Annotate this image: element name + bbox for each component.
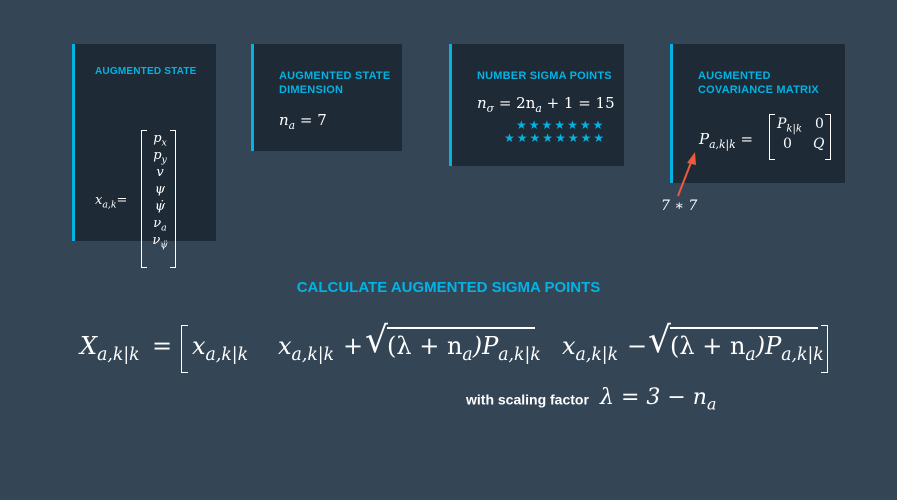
star-icon: ★: [592, 118, 604, 132]
sqrt-2-bar: [670, 327, 818, 329]
formula-left-bracket: [181, 325, 188, 373]
covariance-matrix: Pk|k 0 0 Q: [769, 114, 831, 160]
augmented-covariance-title: AUGMENTED COVARIANCE MATRIX: [698, 70, 819, 96]
vector-left-bracket: [141, 130, 147, 268]
augmented-covariance-card: AUGMENTED COVARIANCE MATRIX Pa,k|k = Pk|…: [670, 44, 845, 183]
covariance-lhs: Pa,k|k =: [699, 130, 754, 151]
state-vector-item: νa: [153, 216, 167, 234]
matrix-cell: 0: [815, 116, 824, 132]
star-icon: ★: [580, 131, 592, 145]
sigma-points-card: NUMBER SIGMA POINTS nσ = 2na + 1 = 15 ★ ★…: [449, 44, 624, 166]
state-vector-item: ψ: [154, 182, 166, 197]
augmented-dimension-card: AUGMENTED STATE DIMENSION na = 7: [251, 44, 402, 151]
formula-right-bracket: [821, 325, 828, 373]
scaling-factor: with scaling factor λ = 3 − na: [466, 385, 716, 414]
sigma-points-title: NUMBER SIGMA POINTS: [477, 70, 612, 82]
state-vector-label: xa,k=: [95, 193, 128, 211]
star-icon: ★: [593, 131, 605, 145]
state-vector-item: px: [153, 131, 167, 149]
annotation-text: 7 ∗ 7: [661, 198, 698, 214]
star-icon: ★: [555, 131, 566, 145]
sqrt-1-bar: [387, 327, 535, 329]
star-icon: ★: [516, 118, 527, 132]
sqrt-1-icon: √: [365, 320, 388, 361]
formula-equals: =: [152, 332, 173, 360]
star-icon: ★: [554, 118, 566, 132]
state-vector-item: νψ̈: [152, 233, 168, 251]
augmented-state-title: AUGMENTED STATE: [95, 66, 197, 77]
matrix-cell: Pk|k: [777, 116, 803, 135]
formula-minus: −: [627, 332, 648, 360]
state-vector-item: ψ̇: [154, 199, 166, 214]
matrix-cell: Q: [813, 136, 825, 152]
star-icon: ★: [528, 118, 540, 132]
formula-lhs: Xa,k|k: [80, 332, 140, 366]
state-vector-item: py: [153, 148, 167, 166]
sigma-points-stars: ★ ★ ★ ★ ★ ★ ★ ★ ★ ★ ★ ★ ★ ★ ★: [504, 119, 614, 145]
section-heading: CALCULATE AUGMENTED SIGMA POINTS: [296, 279, 601, 296]
scaling-label: with scaling factor: [466, 391, 589, 408]
star-icon: ★: [579, 118, 591, 132]
formula-term-3: xa,k|k: [562, 332, 619, 366]
matrix-cell: 0: [783, 136, 792, 152]
sqrt-2-icon: √: [648, 320, 671, 361]
star-icon: ★: [504, 131, 515, 145]
star-icon: ★: [567, 118, 578, 132]
sigma-points-equation: nσ = 2na + 1 = 15: [477, 94, 615, 115]
star-icon: ★: [529, 131, 541, 145]
star-icon: ★: [541, 118, 553, 132]
formula-plus: +: [343, 332, 364, 360]
formula-term-1: xa,k|k: [192, 332, 249, 366]
star-icon: ★: [516, 131, 528, 145]
scaling-equation: λ = 3 − na: [600, 385, 717, 414]
sqrt-1-inner: (λ + na)Pa,k|k: [387, 332, 541, 366]
augmented-dimension-equation: na = 7: [279, 111, 327, 132]
vector-right-bracket: [170, 130, 176, 268]
augmented-state-card: AUGMENTED STATE xa,k= px py v ψ ψ̇ νa νψ…: [72, 44, 216, 268]
sqrt-2-inner: (λ + na)Pa,k|k: [670, 332, 824, 366]
star-icon: ★: [567, 131, 579, 145]
formula-term-2: xa,k|k: [278, 332, 335, 366]
augmented-dimension-title: AUGMENTED STATE DIMENSION: [279, 70, 391, 96]
matrix-left-bracket: [769, 114, 775, 160]
state-vector: px py v ψ ψ̇ νa νψ̈: [148, 130, 172, 251]
matrix-right-bracket: [825, 114, 831, 160]
state-vector-item: v: [156, 165, 164, 180]
star-icon: ★: [542, 131, 554, 145]
